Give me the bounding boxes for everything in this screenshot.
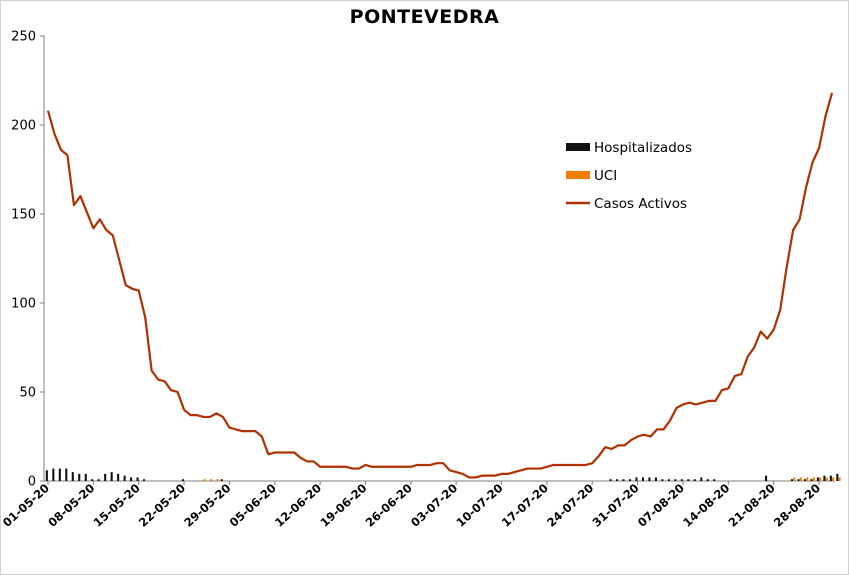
bar-hospitalizados [65, 468, 68, 481]
x-tick-label: 22-05-20 [136, 481, 188, 530]
x-tick-label: 07-08-20 [635, 481, 687, 530]
bar-hospitalizados [84, 473, 87, 481]
x-tick-label: 08-05-20 [45, 481, 97, 530]
bar-hospitalizados [810, 479, 813, 481]
bar-hospitalizados [700, 477, 703, 481]
bar-uci [216, 479, 219, 481]
x-tick-label: 15-05-20 [91, 481, 143, 530]
bar-hospitalizados [181, 479, 184, 481]
legend-label-uci: UCI [594, 168, 617, 184]
bar-hospitalizados [622, 479, 625, 481]
bar-uci [819, 477, 822, 481]
bar-uci [203, 479, 206, 481]
bar-hospitalizados [130, 477, 133, 481]
y-tick-label: 200 [11, 119, 36, 134]
bar-hospitalizados [220, 479, 223, 481]
bar-hospitalizados [45, 470, 48, 481]
bar-hospitalizados [52, 468, 55, 481]
y-tick-label: 250 [11, 30, 36, 45]
legend-label-casos-activos: Casos Activos [594, 196, 687, 212]
legend: Hospitalizados UCI Casos Activos [566, 140, 692, 212]
bar-hospitalizados [829, 475, 832, 481]
x-tick-label: 17-07-20 [499, 481, 551, 530]
bar-hospitalizados [706, 479, 709, 481]
line-series [46, 92, 834, 479]
y-tick-label: 150 [11, 208, 36, 223]
x-tick-label: 01-05-20 [0, 481, 52, 530]
bar-hospitalizados [71, 472, 74, 481]
y-tick-label: 100 [11, 297, 36, 312]
x-tick-label: 19-06-20 [317, 481, 369, 530]
bar-hospitalizados [117, 473, 120, 481]
bar-uci [799, 477, 802, 481]
bar-hospitalizados [641, 477, 644, 481]
bar-uci [210, 479, 213, 481]
x-tick-label: 28-08-20 [771, 481, 823, 530]
bar-hospitalizados [790, 479, 794, 481]
bar-hospitalizados [674, 479, 677, 481]
bar-hospitalizados [680, 479, 683, 481]
bar-series [45, 468, 841, 481]
bar-hospitalizados [143, 479, 146, 481]
bar-uci [793, 477, 796, 481]
legend-label-hospitalizados: Hospitalizados [594, 140, 692, 156]
bar-hospitalizados [693, 479, 696, 481]
chart-title: PONTEVEDRA [349, 6, 500, 28]
bar-uci [806, 477, 809, 481]
bar-hospitalizados [97, 479, 100, 481]
bar-hospitalizados [91, 479, 94, 481]
x-axis: 01-05-2008-05-2015-05-2022-05-2029-05-20… [0, 480, 835, 530]
x-tick-label: 31-07-20 [589, 481, 641, 530]
bar-hospitalizados [648, 477, 651, 481]
x-tick-label: 29-05-20 [181, 481, 233, 530]
bar-hospitalizados [661, 479, 664, 481]
bar-hospitalizados [58, 468, 61, 481]
bar-uci [832, 477, 835, 481]
bar-hospitalizados [713, 479, 716, 481]
bar-hospitalizados [104, 473, 107, 481]
bar-hospitalizados [816, 477, 819, 481]
bar-hospitalizados [823, 475, 826, 481]
bar-hospitalizados [628, 479, 632, 481]
bar-hospitalizados [136, 477, 139, 481]
bar-uci [838, 477, 841, 481]
bar-hospitalizados [765, 475, 768, 481]
bar-hospitalizados [616, 479, 619, 481]
bar-hospitalizados [654, 477, 657, 481]
y-axis: 0 50 100 150 200 250 [11, 30, 45, 490]
line-casos-activos [46, 92, 834, 479]
bar-hospitalizados [609, 479, 612, 481]
bar-hospitalizados [797, 479, 800, 481]
bar-hospitalizados [110, 472, 113, 481]
legend-swatch-hospitalizados [566, 143, 590, 151]
x-tick-label: 14-08-20 [680, 481, 732, 530]
x-tick-label: 10-07-20 [453, 481, 505, 530]
y-tick-label: 50 [19, 386, 36, 401]
bar-uci [825, 477, 828, 481]
x-tick-label: 03-07-20 [408, 481, 460, 530]
legend-swatch-uci [566, 171, 590, 179]
bar-uci [812, 477, 815, 481]
y-tick-label: 0 [28, 475, 36, 490]
x-tick-label: 12-06-20 [272, 481, 324, 530]
bar-hospitalizados [687, 479, 690, 481]
x-tick-label: 05-06-20 [227, 481, 279, 530]
bar-hospitalizados [836, 473, 839, 481]
bar-hospitalizados [635, 477, 638, 481]
bar-hospitalizados [78, 473, 81, 481]
bar-hospitalizados [123, 475, 126, 481]
bar-hospitalizados [803, 479, 806, 481]
x-tick-label: 24-07-20 [544, 481, 596, 530]
x-tick-label: 26-06-20 [363, 481, 415, 530]
bar-hospitalizados [667, 479, 670, 481]
x-tick-label: 21-08-20 [726, 481, 778, 530]
